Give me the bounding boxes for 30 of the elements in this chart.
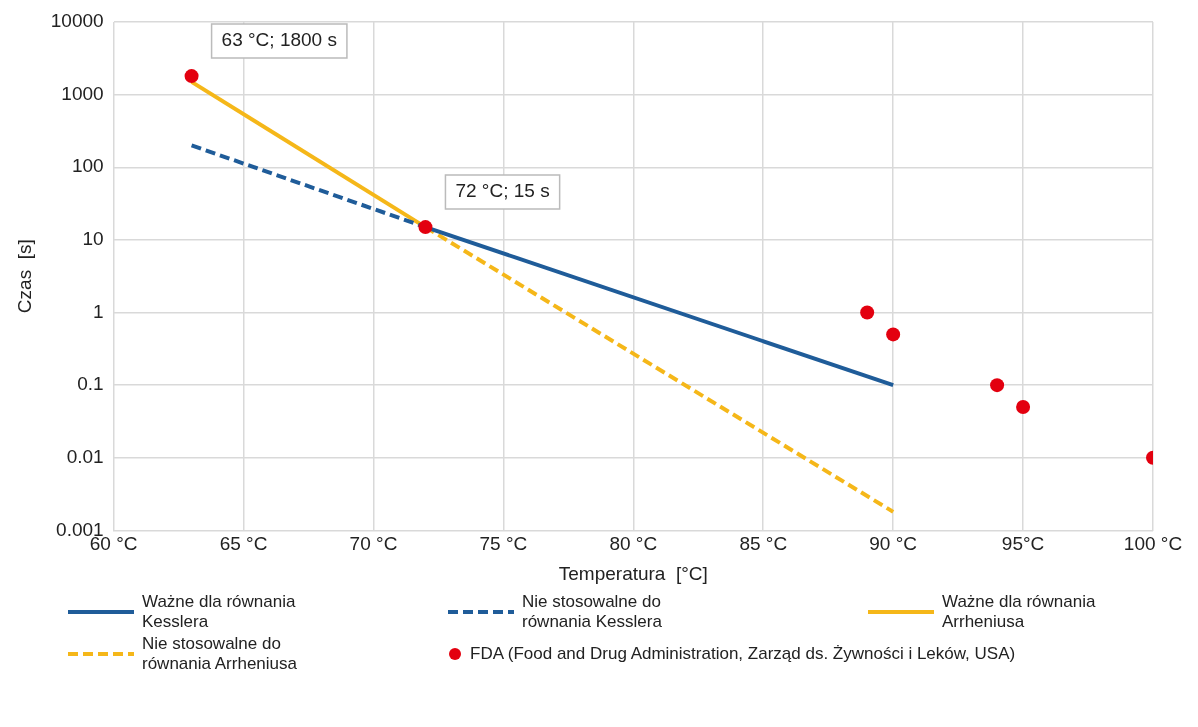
x-tick-label: 95°C [1001,533,1045,555]
y-tick-label: 100 [71,155,104,177]
point [184,69,199,84]
y-tick-label: 0.01 [66,446,104,468]
y-tick-label: 0.1 [77,373,104,395]
y-axis-title: Czas [s] [13,239,35,314]
x-tick-label: 75 °C [479,533,528,555]
y-tick-label: 10000 [50,10,104,32]
x-tick-label: 90 °C [869,533,918,555]
legend-label: Ważne dla równania Kesslera [142,592,297,632]
x-axis-title: Temperatura [°C] [558,562,708,584]
y-tick-label: 1 [93,300,104,322]
legend-label: Nie stosowalne do równania Kesslera [522,592,663,632]
y-tick-label: 10 [82,228,104,250]
x-tick-label: 80 °C [609,533,658,555]
point [860,305,875,320]
legend-label: Nie stosowalne do równania Arrheniusa [142,634,298,674]
point [418,220,433,235]
y-tick-label: 1000 [61,82,104,104]
x-tick-label: 100 °C [1123,533,1183,555]
point [1016,400,1031,415]
annotation: 72 °C; 15 s [455,180,550,202]
legend-label: FDA (Food and Drug Administration, Zarząd ds. Żywności i Leków, USA) [470,644,1016,664]
legend-label: Ważne dla równania Arrheniusa [942,592,1097,632]
point [990,378,1005,393]
point [886,327,901,342]
x-tick-label: 65 °C [219,533,268,555]
x-tick-label: 70 °C [349,533,398,555]
x-tick-label: 85 °C [739,533,788,555]
annotation: 63 °C; 1800 s [221,29,337,51]
